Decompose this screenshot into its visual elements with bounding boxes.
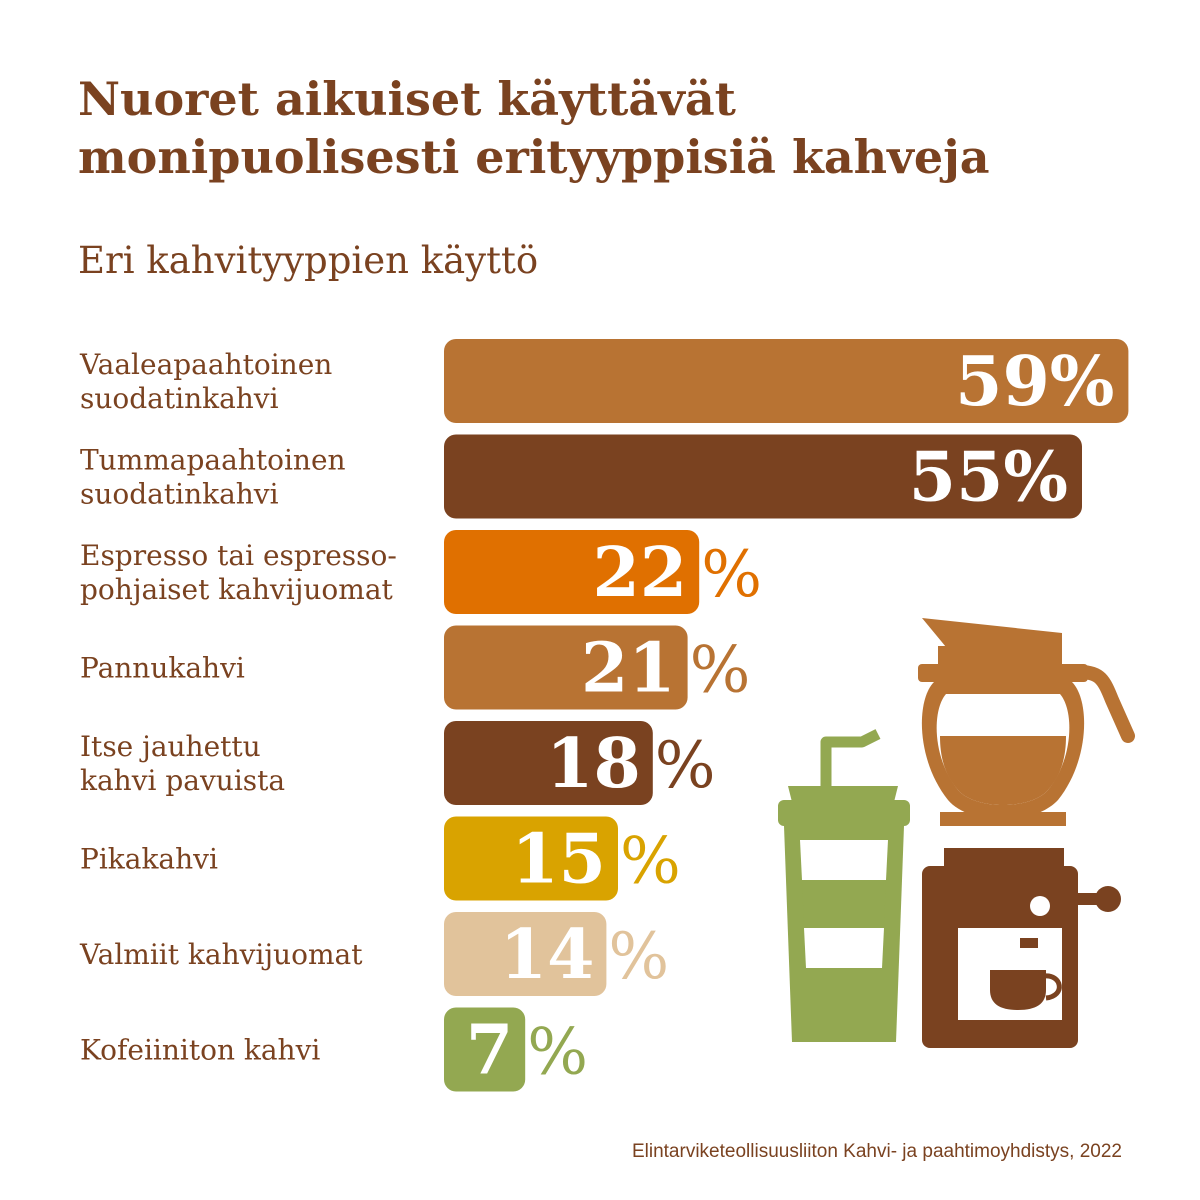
category-label: Espresso tai espresso-pohjaiset kahvijuo…	[80, 539, 397, 606]
bar-percent-sign: %	[655, 729, 716, 803]
bar-value-label: 22	[593, 533, 688, 613]
bar	[444, 625, 688, 710]
title-line-1: Nuoret aikuiset käyttävät	[78, 72, 736, 126]
chart-subtitle: Eri kahvityyppien käyttö	[78, 239, 539, 282]
bar-value-label: 15	[511, 820, 606, 900]
bar-value-label: 55%	[909, 438, 1068, 518]
espresso-machine-icon	[922, 848, 1121, 1048]
bar	[444, 339, 1129, 423]
coffee-pot-icon	[918, 618, 1135, 826]
bar	[444, 530, 700, 614]
bar-value-label: 18	[546, 724, 641, 804]
category-label: Pannukahvi	[80, 652, 245, 685]
page-title: Nuoret aikuiset käyttävät monipuolisesti…	[78, 70, 1158, 186]
title-line-2: monipuolisesti erityyppisiä kahveja	[78, 130, 990, 184]
bar-value-label: 59%	[955, 342, 1114, 422]
category-label: Kofeiiniton kahvi	[80, 1034, 320, 1067]
bar	[444, 912, 607, 996]
bar-percent-sign: %	[701, 538, 762, 612]
bar	[444, 721, 653, 805]
bar-percent-sign: %	[690, 634, 751, 708]
category-label: Itse jauhettu kahvi pavuista	[80, 730, 285, 797]
category-label: Vaaleapaahtoinen suodatinkahvi	[79, 348, 332, 415]
bar	[444, 816, 618, 901]
bar	[444, 434, 1082, 519]
category-label: Pikakahvi	[80, 843, 218, 876]
takeaway-cup-icon	[778, 729, 910, 1042]
bar-value-label: 21	[581, 629, 676, 709]
bars-layer: Vaaleapaahtoinen suodatinkahvi 59% Tummapaa…	[79, 339, 1129, 1092]
bar	[444, 1007, 526, 1092]
source-note: Elintarviketeollisuusliiton Kahvi- ja pa…	[631, 1141, 1122, 1162]
category-label: Tummapaahtoinen suodatinkahvi	[80, 444, 346, 511]
bar-percent-sign: %	[608, 920, 669, 994]
bar-percent-sign: %	[620, 825, 681, 899]
bar-value-label: 7	[466, 1011, 513, 1091]
bar-percent-sign: %	[527, 1016, 588, 1090]
bar-value-label: 14	[500, 915, 595, 995]
category-label: Valmiit kahvijuomat	[79, 938, 363, 971]
